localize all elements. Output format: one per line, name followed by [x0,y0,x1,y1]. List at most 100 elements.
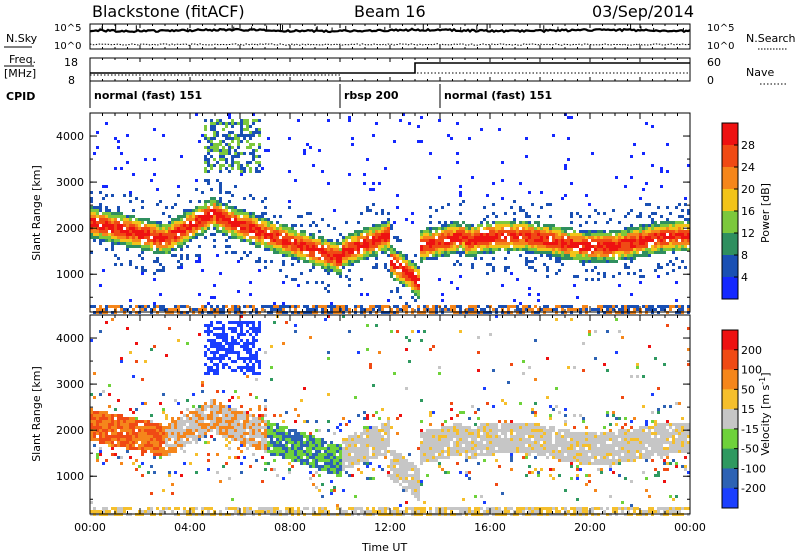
heatmap-cell [639,242,642,245]
heatmap-cell [486,272,489,275]
heatmap-cell [114,254,117,257]
heatmap-cell [186,438,189,441]
heatmap-cell [264,507,267,510]
heatmap-cell [180,429,183,432]
heatmap-cell [120,215,123,218]
heatmap-cell [285,236,288,239]
heatmap-cell [300,453,303,456]
heatmap-cell [213,158,216,161]
heatmap-cell [579,242,582,245]
heatmap-cell [126,224,129,227]
heatmap-cell [372,203,375,206]
heatmap-cell [672,236,675,239]
heatmap-cell [423,245,426,248]
heatmap-cell [408,281,411,284]
heatmap-cell [453,227,456,230]
heatmap-cell [123,444,126,447]
heatmap-cell [537,224,540,227]
heatmap-cell [411,281,414,284]
heatmap-cell [150,465,153,468]
heatmap-cell [654,227,657,230]
heatmap-cell [204,137,207,140]
heatmap-cell [447,203,450,206]
heatmap-cell [240,369,243,372]
heatmap-cell [198,233,201,236]
heatmap-cell [210,209,213,212]
heatmap-cell [450,242,453,245]
heatmap-cell [453,221,456,224]
heatmap-cell [375,230,378,233]
heatmap-cell [210,143,213,146]
heatmap-cell [174,423,177,426]
heatmap-cell [339,474,342,477]
heatmap-cell [171,429,174,432]
heatmap-cell [243,122,246,125]
heatmap-cell [576,245,579,248]
heatmap-cell [369,239,372,242]
heatmap-cell [210,203,213,206]
heatmap-cell [624,239,627,242]
heatmap-cell [585,308,588,311]
heatmap-cell [105,239,108,242]
heatmap-cell [339,257,342,260]
heatmap-cell [579,248,582,251]
heatmap-cell [321,444,324,447]
heatmap-cell [600,248,603,251]
heatmap-cell [426,227,429,230]
heatmap-cell [171,420,174,423]
heatmap-cell [210,215,213,218]
heatmap-cell [102,224,105,227]
heatmap-cell [294,429,297,432]
heatmap-cell [123,507,126,510]
heatmap-cell [666,263,669,266]
heatmap-cell [225,143,228,146]
heatmap-cell [309,254,312,257]
heatmap-cell [105,321,108,324]
heatmap-cell [231,414,234,417]
heatmap-cell [300,399,303,402]
heatmap-cell [285,426,288,429]
heatmap-cell [249,357,252,360]
heatmap-cell [168,230,171,233]
heatmap-cell [321,447,324,450]
heatmap-cell [237,351,240,354]
heatmap-cell [234,224,237,227]
heatmap-cell [444,248,447,251]
heatmap-cell [219,333,222,336]
heatmap-cell [204,402,207,405]
heatmap-cell [267,441,270,444]
heatmap-cell [267,236,270,239]
heatmap-cell [225,305,228,308]
heatmap-cell [615,239,618,242]
nsky-tick-max-left: 10^5 [54,23,81,34]
heatmap-cell [561,233,564,236]
heatmap-cell [648,224,651,227]
heatmap-cell [264,221,267,224]
heatmap-cell [684,236,687,239]
heatmap-cell [273,468,276,471]
heatmap-cell [339,233,342,236]
heatmap-cell [630,245,633,248]
heatmap-cell [288,200,291,203]
heatmap-cell [672,251,675,254]
heatmap-cell [678,215,681,218]
heatmap-cell [219,420,222,423]
heatmap-cell [234,221,237,224]
heatmap-cell [645,245,648,248]
heatmap-cell [564,254,567,257]
heatmap-cell [363,248,366,251]
heatmap-cell [171,483,174,486]
heatmap-cell [462,230,465,233]
heatmap-cell [219,230,222,233]
heatmap-cell [672,224,675,227]
heatmap-cell [330,492,333,495]
heatmap-cell [228,200,231,203]
heatmap-cell [360,236,363,239]
heatmap-cell [546,242,549,245]
heatmap-cell [282,342,285,345]
heatmap-cell [228,212,231,215]
heatmap-cell [387,248,390,251]
heatmap-cell [222,203,225,206]
heatmap-cell [570,182,573,185]
heatmap-cell [159,456,162,459]
